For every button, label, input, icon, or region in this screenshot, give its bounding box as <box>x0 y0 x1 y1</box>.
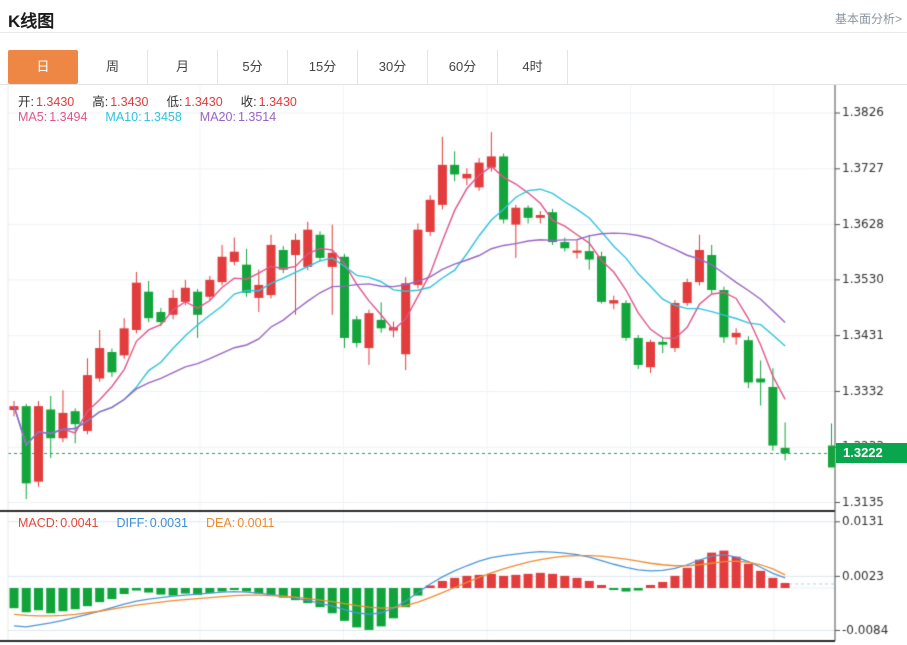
tab-60分[interactable]: 60分 <box>428 50 498 84</box>
tab-月[interactable]: 月 <box>148 50 218 84</box>
tab-30分[interactable]: 30分 <box>358 50 428 84</box>
legend-item: MACD: 0.0041 <box>18 516 99 530</box>
legend-item: DIFF: 0.0031 <box>116 516 188 530</box>
legend-item: 开: 1.3430 <box>18 95 75 109</box>
legend-item: MA20: 1.3514 <box>199 110 277 124</box>
kline-canvas[interactable] <box>0 85 907 645</box>
tab-日[interactable]: 日 <box>8 50 78 84</box>
macd-legend: MACD: 0.0041 DIFF: 0.0031 DEA: 0.0011 <box>18 516 293 530</box>
legend-item: 高: 1.3430 <box>92 95 149 109</box>
ma-legend: MA5: 1.3494 MA10: 1.3458 MA20: 1.3514 <box>18 110 294 124</box>
legend-item: DEA: 0.0011 <box>206 516 275 530</box>
widget-header: K线图 基本面分析> <box>0 0 907 33</box>
tab-15分[interactable]: 15分 <box>288 50 358 84</box>
tabs-divider <box>0 84 907 85</box>
legend-item: MA10: 1.3458 <box>105 110 182 124</box>
legend-item: 收: 1.3430 <box>240 95 297 109</box>
current-price-tag: 1.3222 <box>836 443 907 463</box>
ohlc-legend: 开: 1.3430 高: 1.3430 低: 1.3430 收: 1.3430 <box>18 91 315 110</box>
page-title: K线图 <box>8 12 55 31</box>
chart-area: 开: 1.3430 高: 1.3430 低: 1.3430 收: 1.3430 MA5: 1.3… <box>0 85 907 645</box>
tab-5分[interactable]: 5分 <box>218 50 288 84</box>
legend-item: MA5: 1.3494 <box>18 110 88 124</box>
legend-item: 低: 1.3430 <box>166 95 223 109</box>
tab-4时[interactable]: 4时 <box>498 50 568 84</box>
timeframe-tabs: 日周月 5分 15分 30分 60分 4时 <box>8 50 568 84</box>
fundamental-analysis-link[interactable]: 基本面分析> <box>834 12 902 26</box>
tab-周[interactable]: 周 <box>78 50 148 84</box>
